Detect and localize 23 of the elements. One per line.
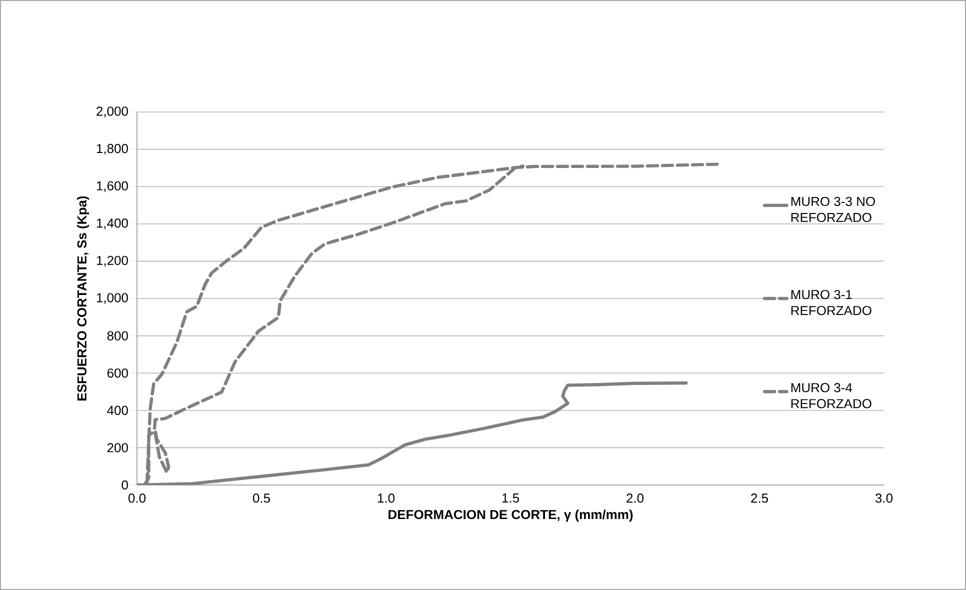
x-tick-label: 1.0 <box>378 494 395 503</box>
y-tick-label: 2,000 <box>96 106 128 118</box>
legend-label: MURO 3-3 NO REFORZADO <box>791 196 875 222</box>
legend-label: MURO 3-1 REFORZADO <box>791 290 872 316</box>
y-tick-label: 1,000 <box>96 293 128 304</box>
legend-label: MURO 3-4 REFORZADO <box>791 383 872 408</box>
y-tick-label: 600 <box>107 368 128 378</box>
y-tick-label: 1,600 <box>96 181 128 192</box>
x-tick-label: 1.5 <box>502 494 519 503</box>
x-tick-label: 3.0 <box>875 494 893 503</box>
y-tick-label: 0 <box>122 480 128 490</box>
x-tick-label: 2.5 <box>751 494 768 503</box>
x-tick-label: 0.5 <box>252 494 270 503</box>
x-axis-title: DEFORMACION DE CORTE, γ (mm/mm) <box>388 510 633 522</box>
y-tick-label: 200 <box>107 443 128 452</box>
y-tick-label: 400 <box>107 406 128 415</box>
y-axis-title: ESFUERZO CORTANTE, Ss (Kpa) <box>76 196 90 400</box>
y-tick-label: 1,200 <box>96 256 128 267</box>
x-tick-label: 2.0 <box>626 494 644 503</box>
x-tick-label: 0.0 <box>128 494 146 503</box>
y-tick-label: 1,400 <box>96 218 128 230</box>
y-tick-label: 1,800 <box>96 144 128 155</box>
y-tick-label: 800 <box>107 331 128 340</box>
